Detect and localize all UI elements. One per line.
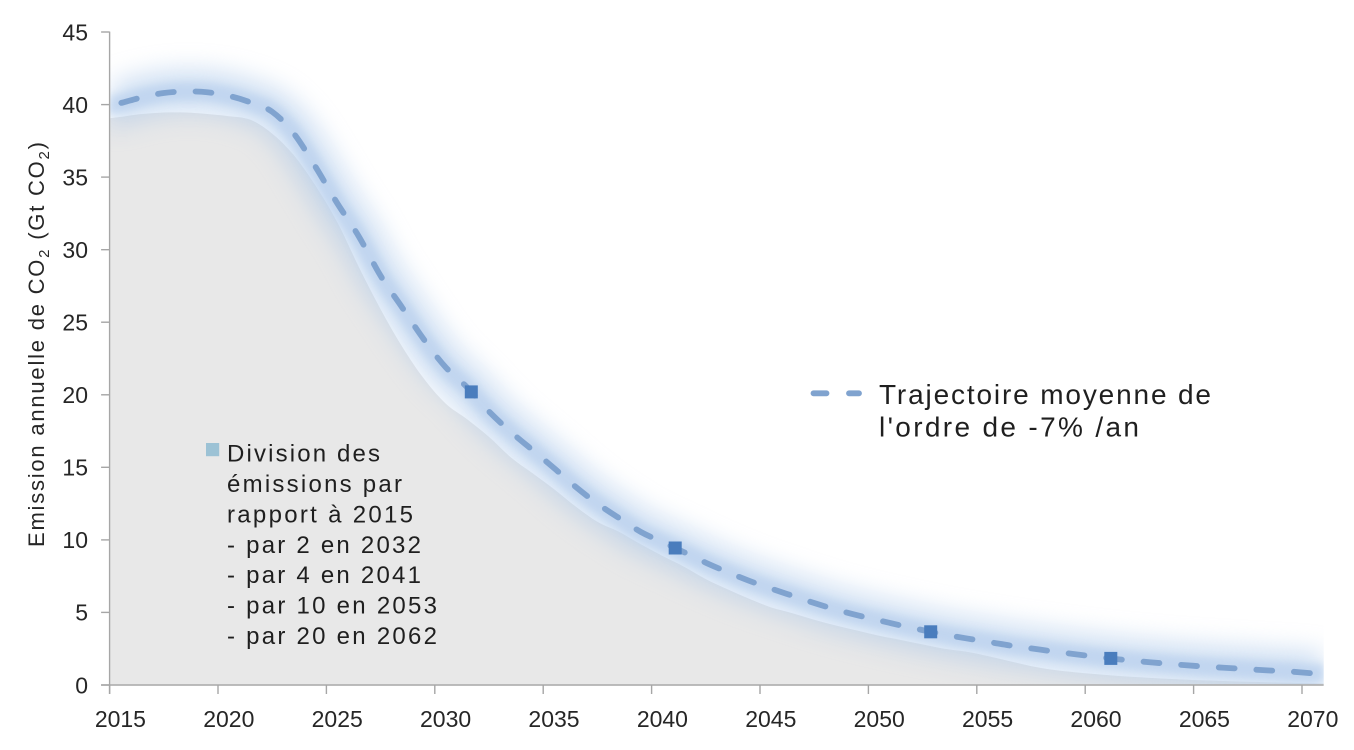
svg-text:10: 10 <box>62 527 88 553</box>
svg-text:2065: 2065 <box>1179 706 1230 732</box>
svg-text:2055: 2055 <box>962 706 1013 732</box>
svg-text:Emission annuelle de CO2 (Gt C: Emission annuelle de CO2 (Gt CO2) <box>24 142 53 547</box>
svg-text:- par 10 en 2053: - par 10 en 2053 <box>227 593 437 620</box>
svg-text:40: 40 <box>62 92 88 118</box>
svg-text:2035: 2035 <box>528 706 579 732</box>
svg-text:2015: 2015 <box>95 706 146 732</box>
svg-text:2070: 2070 <box>1287 706 1338 732</box>
svg-text:Trajectoire moyenne de: Trajectoire moyenne de <box>879 379 1211 410</box>
svg-text:rapport à 2015: rapport à 2015 <box>227 501 413 528</box>
svg-text:2030: 2030 <box>420 706 471 732</box>
svg-text:30: 30 <box>62 237 88 263</box>
svg-text:Division des: Division des <box>227 441 380 468</box>
svg-text:45: 45 <box>62 19 88 45</box>
svg-text:25: 25 <box>62 310 88 336</box>
svg-text:20: 20 <box>62 382 88 408</box>
svg-text:2020: 2020 <box>203 706 254 732</box>
svg-text:2025: 2025 <box>312 706 363 732</box>
svg-text:2045: 2045 <box>745 706 796 732</box>
svg-text:- par 4 en 2041: - par 4 en 2041 <box>227 562 421 589</box>
svg-text:15: 15 <box>62 455 88 481</box>
svg-text:2050: 2050 <box>854 706 905 732</box>
svg-text:5: 5 <box>75 600 88 626</box>
svg-text:- par 20 en 2062: - par 20 en 2062 <box>227 623 437 650</box>
svg-text:0: 0 <box>75 672 88 698</box>
svg-text:2040: 2040 <box>637 706 688 732</box>
svg-text:l'ordre de -7% /an: l'ordre de -7% /an <box>879 412 1139 443</box>
svg-text:35: 35 <box>62 164 88 190</box>
svg-text:2060: 2060 <box>1070 706 1121 732</box>
svg-text:émissions par: émissions par <box>227 471 402 498</box>
svg-text:- par 2 en 2032: - par 2 en 2032 <box>227 532 421 559</box>
